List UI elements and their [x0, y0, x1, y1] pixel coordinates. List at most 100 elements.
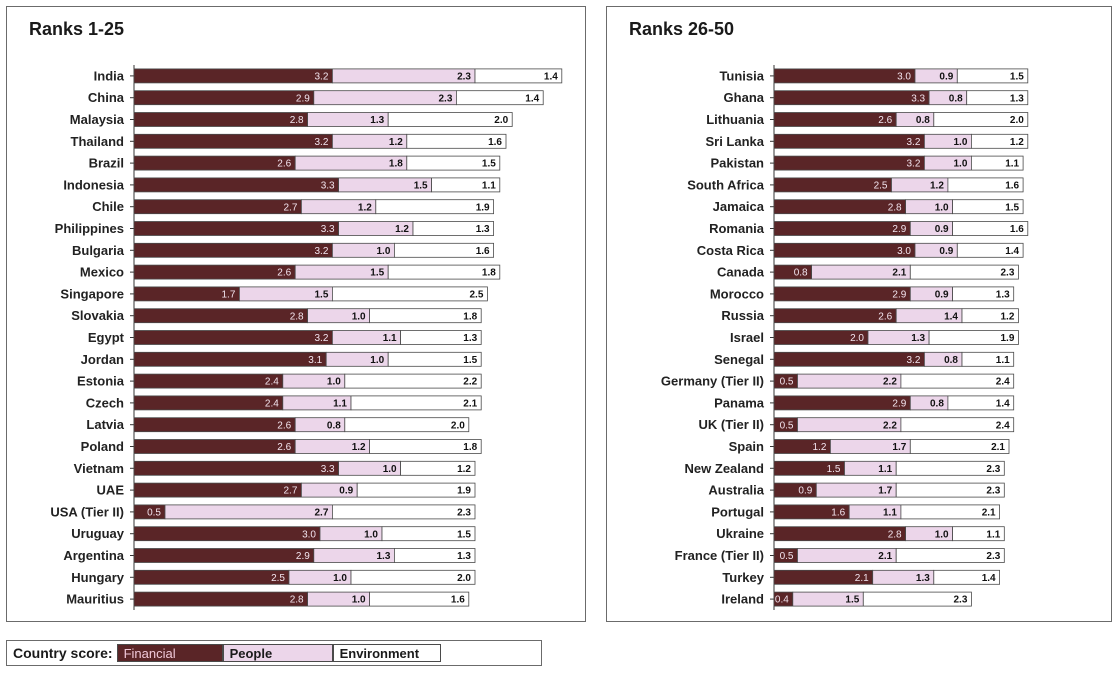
bar-segment-financial	[133, 591, 309, 607]
legend-item-people: People	[222, 644, 333, 662]
data-label-people: 1.0	[352, 311, 366, 322]
data-label-people: 1.5	[370, 268, 384, 279]
bar-segment-environment	[952, 526, 1005, 542]
data-label-people: 2.3	[438, 93, 452, 104]
bar-segment-financial	[773, 242, 916, 258]
chart-panel-ranks-26-50: Ranks 26-50 Tunisia 3.0 0.9 1.5 Ghana 3.3 0.8 1…	[606, 6, 1112, 622]
category-label: Malaysia	[70, 112, 125, 127]
data-label-environment: 2.1	[463, 399, 477, 410]
bar-segment-environment	[900, 417, 1015, 433]
data-label-financial: 0.4	[775, 595, 789, 606]
data-label-environment: 1.1	[986, 529, 1000, 540]
bar-segment-financial	[773, 155, 925, 171]
data-label-people: 1.0	[935, 202, 949, 213]
category-label: Bulgaria	[72, 243, 125, 258]
category-label: Israel	[730, 330, 764, 345]
data-label-environment: 2.3	[986, 551, 1000, 562]
category-label: Turkey	[722, 570, 764, 585]
bar-segment-financial	[773, 199, 907, 215]
data-label-people: 1.8	[389, 159, 403, 170]
data-label-environment: 2.0	[494, 115, 508, 126]
data-label-environment: 1.9	[476, 202, 490, 213]
bar-segment-environment	[344, 373, 482, 389]
category-label: Egypt	[88, 330, 125, 345]
bar-segment-financial	[133, 264, 296, 280]
data-label-financial: 2.4	[265, 377, 279, 388]
data-label-environment: 1.2	[457, 464, 471, 475]
data-label-financial: 2.8	[290, 595, 304, 606]
data-label-environment: 2.3	[457, 508, 471, 519]
data-label-financial: 2.0	[850, 333, 864, 344]
category-label: Slovakia	[71, 308, 125, 323]
data-label-financial: 2.5	[271, 573, 285, 584]
category-label: Singapore	[60, 286, 124, 301]
bar-segment-financial	[773, 221, 911, 236]
category-label: New Zealand	[685, 461, 765, 476]
data-label-environment: 2.0	[457, 573, 471, 584]
data-label-financial: 2.8	[290, 115, 304, 126]
data-label-people: 1.2	[930, 181, 944, 192]
data-label-people: 1.2	[395, 224, 409, 235]
stacked-bar-chart-ranks-26-50: Tunisia 3.0 0.9 1.5 Ghana 3.3 0.8 1.3 Lithuania 2…	[661, 65, 1029, 610]
data-label-people: 1.4	[944, 311, 958, 322]
bar-segment-environment	[406, 133, 507, 149]
data-label-people: 1.5	[414, 181, 428, 192]
data-label-people: 1.2	[352, 442, 366, 453]
category-label: Chile	[92, 199, 124, 214]
bar-segment-financial	[133, 439, 296, 454]
data-label-financial: 2.5	[874, 181, 888, 192]
bar-segment-environment	[393, 242, 494, 258]
data-label-financial: 3.0	[302, 529, 316, 540]
category-label: Jamaica	[713, 199, 765, 214]
data-label-financial: 3.2	[314, 333, 328, 344]
data-label-financial: 0.8	[794, 268, 808, 279]
bar-segment-financial	[133, 569, 290, 585]
data-label-financial: 2.9	[892, 224, 906, 235]
category-label: Latvia	[86, 417, 124, 432]
data-label-people: 1.3	[916, 573, 930, 584]
data-label-financial: 2.8	[888, 202, 902, 213]
data-label-people: 1.2	[358, 202, 372, 213]
category-label: Germany (Tier II)	[661, 374, 764, 389]
category-label: Russia	[721, 308, 764, 323]
data-label-environment: 2.1	[982, 508, 996, 519]
bar-segment-environment	[474, 68, 563, 84]
data-label-financial: 3.2	[314, 72, 328, 83]
data-label-people: 1.7	[878, 486, 892, 497]
bar-segment-financial	[133, 548, 315, 563]
data-label-people: 1.0	[352, 595, 366, 606]
category-label: Hungary	[71, 570, 125, 585]
chart-panel-ranks-1-25: Ranks 1-25 India 3.2 2.3 1.4 China 2.9 2.3 1.4 M…	[6, 6, 586, 622]
data-label-environment: 1.3	[1010, 93, 1024, 104]
data-label-people: 1.0	[364, 529, 378, 540]
data-label-people: 2.2	[883, 377, 897, 388]
bar-segment-environment	[900, 373, 1015, 389]
bar-segment-people	[313, 90, 457, 106]
bar-segment-financial	[133, 351, 327, 367]
data-label-people: 0.9	[939, 246, 953, 257]
bar-segment-environment	[331, 504, 476, 520]
category-label: Ukraine	[716, 526, 764, 541]
category-label: Morocco	[710, 286, 764, 301]
bar-segment-financial	[133, 526, 321, 542]
data-label-financial: 3.3	[911, 93, 925, 104]
data-label-financial: 1.6	[831, 508, 845, 519]
bar-segment-environment	[947, 177, 1024, 193]
legend-item-environment: Environment	[332, 644, 441, 662]
data-label-financial: 2.9	[296, 93, 310, 104]
data-label-financial: 3.2	[906, 355, 920, 366]
bar-segment-environment	[350, 395, 482, 411]
bar-segment-environment	[375, 199, 494, 215]
data-label-environment: 2.2	[463, 377, 477, 388]
bar-segment-people	[164, 504, 333, 520]
data-label-environment: 1.9	[1000, 333, 1014, 344]
category-label: USA (Tier II)	[50, 504, 124, 519]
data-label-environment: 1.1	[482, 181, 496, 192]
bar-segment-environment	[369, 439, 482, 454]
data-label-environment: 1.5	[1010, 72, 1024, 83]
category-label: China	[88, 90, 125, 105]
data-label-environment: 1.2	[1010, 137, 1024, 148]
bar-segment-environment	[952, 199, 1024, 215]
bar-segment-financial	[133, 112, 309, 127]
data-label-environment: 2.3	[1000, 268, 1014, 279]
